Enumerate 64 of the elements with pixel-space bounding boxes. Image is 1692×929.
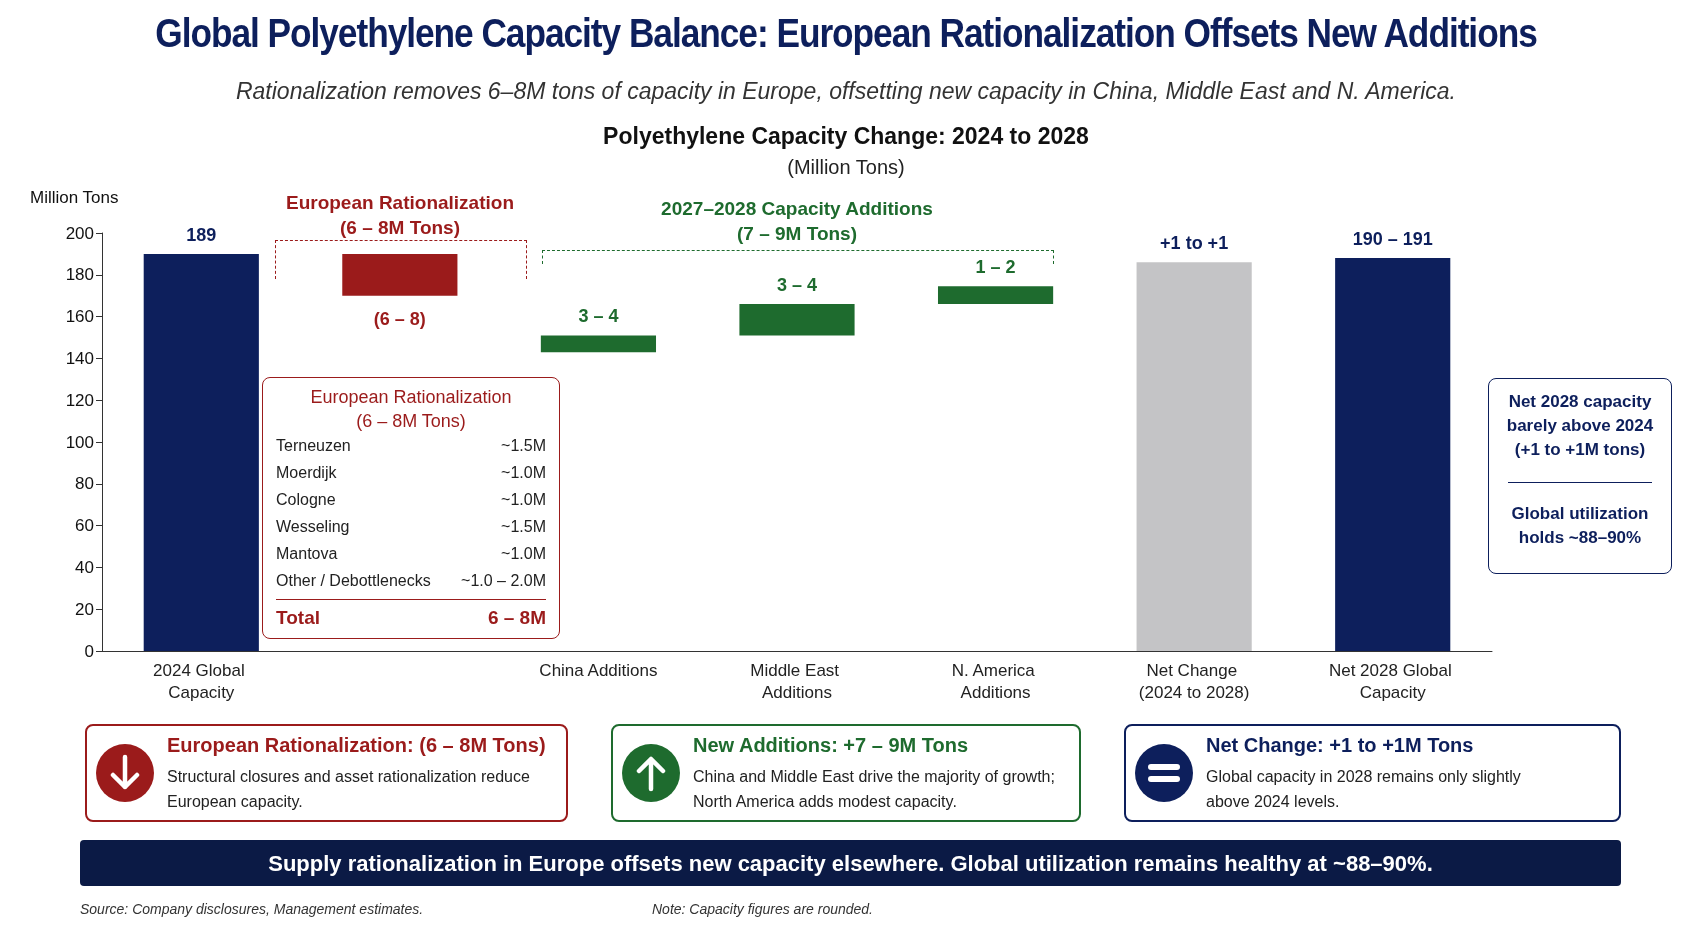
annotation: 189 <box>186 224 217 245</box>
chart-title: Global Polyethylene Capacity Balance: European Rationalization Offsets New Additions <box>154 10 1538 57</box>
annotation: ~1.0M <box>501 491 546 509</box>
y-tick-label: 20 <box>75 599 94 619</box>
x-tick-label: China Additions <box>539 660 658 680</box>
annotation: 190 – 191 <box>1352 229 1433 250</box>
annotation: Mantova <box>276 545 338 563</box>
text: Net Change: +1 to +1M Tons <box>1206 734 1474 757</box>
y-tick-label: 120 <box>65 390 94 410</box>
annotation: ~1.0M <box>501 464 546 482</box>
annotation: 6 – 8M <box>487 607 546 629</box>
text: Global utilization holds ~88–90% <box>1510 503 1650 549</box>
annotation: ~1.5M <box>501 518 546 536</box>
x-tick-label: Net Change (2024 to 2028) <box>1138 660 1250 702</box>
bar <box>540 335 657 353</box>
text: Supply rationalization in Europe offsets new capacity elsewhere. Global utilization remains healthy at ~88–90%. <box>267 851 1434 877</box>
annotation: ~1.0 – 2.0M <box>461 572 546 590</box>
x-tick-label: N. America Additions <box>951 660 1040 702</box>
annotation: Cologne <box>276 491 336 509</box>
annotation: ~1.0M <box>501 545 546 563</box>
y-tick-label: 60 <box>75 516 94 536</box>
x-tick-label: 2024 Global Capacity <box>153 660 250 702</box>
annotation: 3 – 4 <box>776 275 818 296</box>
annotation: Wesseling <box>276 518 350 536</box>
y-tick-label: 80 <box>75 474 94 494</box>
annotation: Total <box>276 607 320 629</box>
y-tick-label: 140 <box>65 348 94 368</box>
chart-subtitle: Rationalization removes 6–8M tons of capacity in Europe, offsetting new capacity in China, Middle East and N. America. <box>234 78 1457 105</box>
bar <box>143 253 259 651</box>
text: (Million Tons) <box>786 156 906 179</box>
text: China and Middle East drive the majority of growth; North America adds modest capacity. <box>693 767 1055 812</box>
bar <box>342 253 458 296</box>
y-tick-label: 160 <box>65 307 94 327</box>
annotation: +1 to +1 <box>1160 233 1229 254</box>
annotation: 2027–2028 Capacity Additions (7 – 9M Tons) <box>660 197 934 246</box>
annotation: 3 – 4 <box>578 306 619 327</box>
annotation: Other / Debottlenecks <box>276 572 431 590</box>
annotation: Moerdijk <box>276 464 337 482</box>
annotation: 1 – 2 <box>975 257 1016 278</box>
text: New Additions: +7 – 9M Tons <box>693 734 969 757</box>
bar <box>937 286 1054 305</box>
text: Polyethylene Capacity Change: 2024 to 2028 <box>602 123 1090 150</box>
x-tick-label: Net 2028 Global Capacity <box>1328 660 1457 702</box>
bar <box>1335 258 1451 651</box>
annotation: ~1.5M <box>501 437 546 455</box>
annotation: (6 – 8) <box>373 308 426 329</box>
bar <box>1136 262 1252 651</box>
x-tick-label: Middle East Additions <box>750 660 844 702</box>
annotation: European Rationalization (6 – 8M Tons) <box>285 191 515 240</box>
text: European Rationalization: (6 – 8M Tons) <box>167 734 546 757</box>
annotation: Terneuzen <box>276 437 351 455</box>
y-tick-label: 0 <box>84 641 94 661</box>
y-tick-label: 100 <box>65 432 94 452</box>
bar <box>739 304 855 336</box>
annotation: European Rationalization (6 – 8M Tons) <box>309 386 513 433</box>
y-tick-label: 200 <box>65 223 94 243</box>
text: Net 2028 capacity barely above 2024 (+1 to +1M tons) <box>1505 391 1655 461</box>
text: Structural closures and asset rationalization reduce European capacity. <box>167 767 530 812</box>
source-note: Source: Company disclosures, Management estimates. <box>80 901 424 917</box>
y-tick-label: 40 <box>75 557 94 577</box>
text: Note: Capacity figures are rounded. <box>652 901 874 917</box>
y-tick-label: 180 <box>65 265 94 285</box>
y-axis-title: Million Tons <box>30 188 119 208</box>
text: Global capacity in 2028 remains only slightly above 2024 levels. <box>1206 767 1521 812</box>
